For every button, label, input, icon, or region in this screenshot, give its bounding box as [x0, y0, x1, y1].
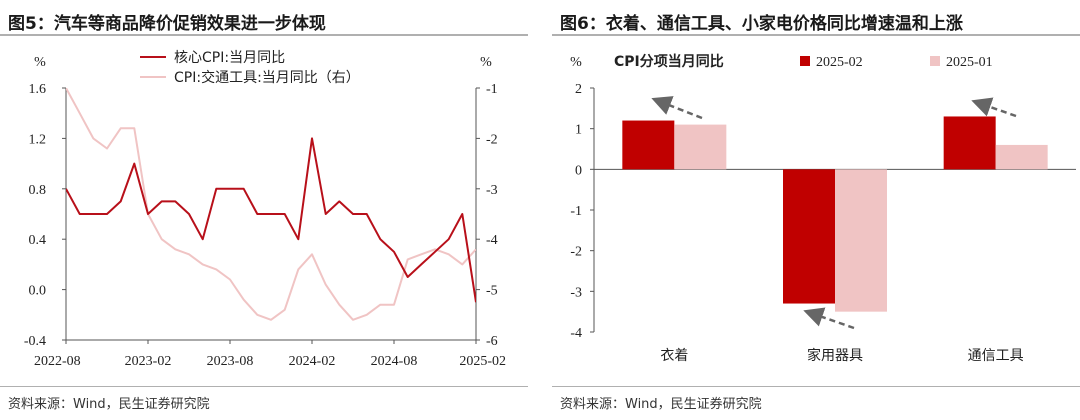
bar-衣着-2025-01	[674, 124, 727, 170]
right-y-tick-label: -4	[486, 233, 498, 248]
legend-label-2025-02: 2025-02	[816, 55, 863, 70]
right-chart-panel: 图6：衣着、通信工具、小家电价格同比增速温和上涨 % 2 1 0 -1 -2 -3 -4 CPI…	[552, 0, 1080, 420]
bar-通信工具-2025-02	[943, 116, 996, 170]
bar-衣着-2025-02	[622, 120, 675, 170]
y-tick-label: 0	[575, 163, 582, 178]
right-y-tick-label: -1	[486, 82, 498, 97]
left-chart-panel: 图5：汽车等商品降价促销效果进一步体现 %% 1.6 1.2 0.8 0.4 0.0 -0.…	[0, 0, 528, 420]
x-tick-label: 2022-08	[34, 354, 81, 369]
right-source-note: 资料来源：Wind，民生证券研究院	[560, 397, 762, 412]
y-tick-label: 2	[575, 82, 582, 97]
transport-cpi-line	[66, 88, 476, 321]
x-tick-label: 2023-02	[125, 354, 172, 369]
legend-title: CPI分项当月同比	[614, 53, 724, 70]
bar-chart: % 2 1 0 -1 -2 -3 -4 CPI分项当月同比 2025-02 2025-01 衣着 家用器…	[570, 53, 1076, 364]
y-tick-label: 1	[575, 123, 582, 138]
left-title-bar: 图5：汽车等商品降价促销效果进一步体现	[0, 4, 528, 36]
y-tick-label: -1	[570, 204, 582, 219]
y-tick-label: -2	[570, 245, 582, 260]
core-cpi-line	[66, 137, 476, 303]
left-y-tick-label: 1.2	[29, 132, 47, 147]
x-tick-label: 2025-02	[459, 354, 506, 369]
category-label: 家用器具	[807, 347, 863, 364]
line-chart: % % 1.6 1.2 0.8 0.4 0.0 -0.4 -1 -2 -3 -4 -5 -6 2022-08…	[24, 50, 506, 369]
right-y-tick-label: -3	[486, 183, 498, 198]
y-axis-unit: %	[570, 55, 582, 70]
bar-家用器具-2025-02	[783, 169, 835, 304]
right-y-tick-label: -5	[486, 284, 498, 299]
right-y-tick-label: -6	[486, 334, 498, 349]
trend-arrow	[803, 307, 855, 330]
legend-core-cpi-label: 核心CPI:当月同比	[174, 50, 285, 66]
x-tick-label: 2024-02	[289, 354, 336, 369]
legend-label-2025-01: 2025-01	[946, 55, 993, 70]
left-source-divider	[0, 386, 528, 387]
trend-arrow	[971, 97, 1017, 118]
legend-transport-cpi-label: CPI:交通工具:当月同比（右）	[174, 69, 360, 86]
left-source-note: 资料来源：Wind，民生证券研究院	[8, 397, 210, 412]
left-y-tick-label: 0.8	[29, 183, 47, 198]
legend-swatch-2025-01	[930, 56, 940, 66]
right-chart-title: 图6：衣着、通信工具、小家电价格同比增速温和上涨	[560, 14, 963, 34]
x-tick-label: 2024-08	[371, 354, 418, 369]
bar-通信工具-2025-01	[995, 144, 1048, 170]
right-axis-unit: %	[480, 55, 492, 70]
left-y-tick-label: 0.0	[29, 284, 47, 299]
y-tick-label: -3	[570, 285, 582, 300]
category-label: 衣着	[660, 348, 688, 364]
y-tick-label: -4	[570, 326, 582, 341]
left-chart-title: 图5：汽车等商品降价促销效果进一步体现	[8, 14, 326, 34]
right-y-tick-label: -2	[486, 132, 498, 147]
bar-家用器具-2025-01	[835, 169, 887, 312]
category-label: 通信工具	[968, 348, 1024, 364]
x-tick-label: 2023-08	[207, 354, 254, 369]
left-axis-unit: %	[34, 55, 46, 70]
right-source-divider	[552, 386, 1080, 387]
right-title-bar: 图6：衣着、通信工具、小家电价格同比增速温和上涨	[552, 4, 1080, 36]
left-y-tick-label: -0.4	[24, 334, 46, 349]
left-y-tick-label: 1.6	[29, 82, 47, 97]
left-y-tick-label: 0.4	[29, 233, 47, 248]
trend-arrow	[651, 96, 703, 120]
legend-swatch-2025-02	[800, 56, 810, 66]
